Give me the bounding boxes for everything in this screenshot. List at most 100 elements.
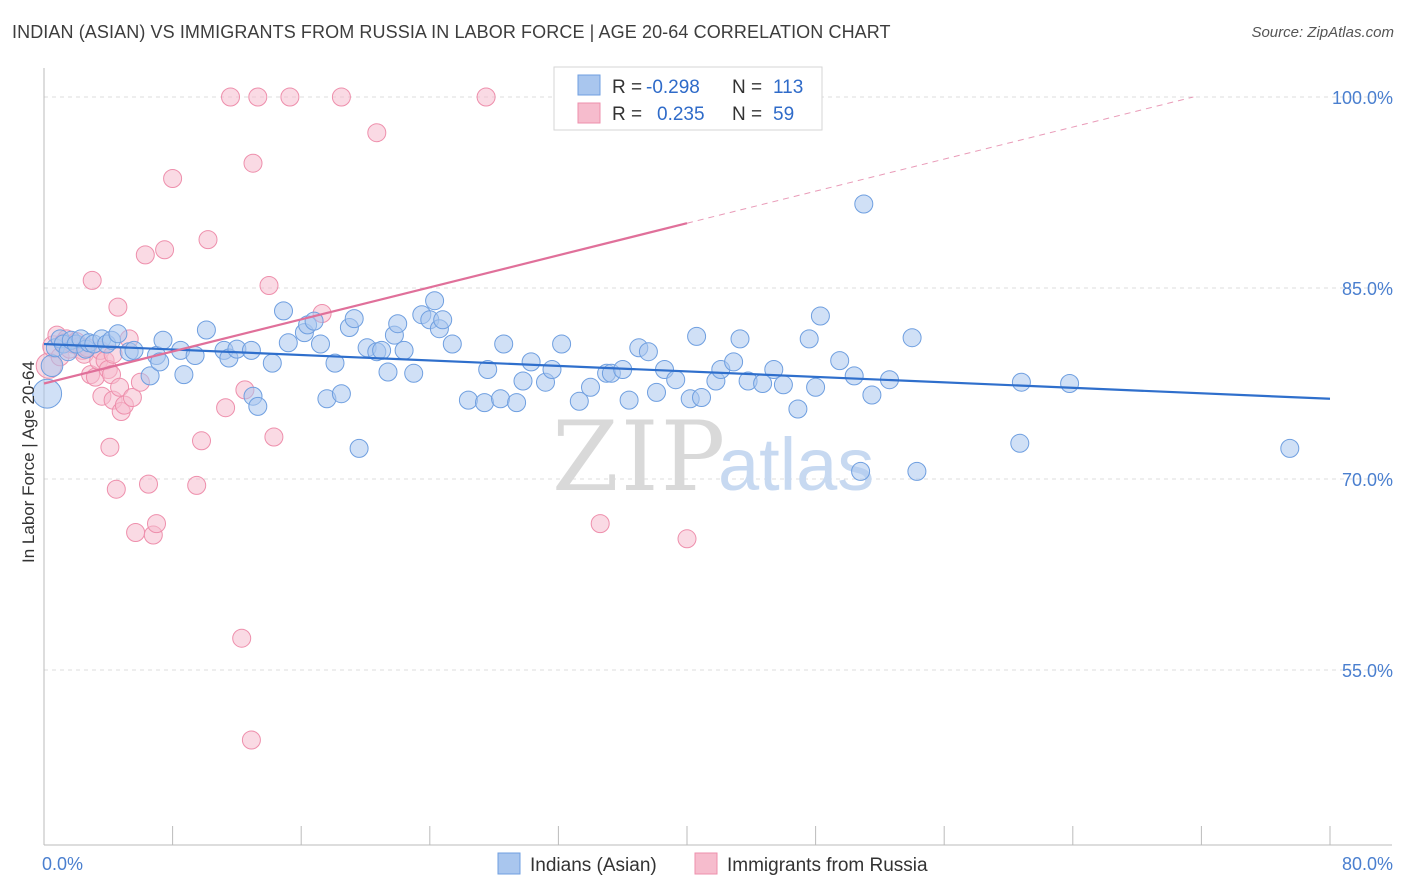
point-immigrants-russia-56 [476, 87, 496, 107]
point-indians-asian-23 [174, 365, 194, 385]
point-immigrants-russia-51 [264, 427, 284, 447]
point-immigrants-russia-34 [135, 245, 155, 265]
watermark: ZIP atlas [552, 401, 874, 513]
point-indians-asian-77 [638, 342, 658, 362]
point-indians-asian-41 [331, 384, 351, 404]
y-axis-title: In Labor Force | Age 20-64 [19, 361, 38, 563]
point-indians-asian-61 [478, 360, 498, 379]
point-immigrants-russia-41 [192, 431, 211, 451]
point-immigrants-russia-58 [677, 529, 697, 549]
point-indians-asian-25 [196, 320, 216, 340]
legend-r-value-2: 0.235 [657, 104, 705, 125]
point-immigrants-russia-35 [139, 474, 158, 494]
legend-r-label-1: R = [612, 77, 642, 98]
point-indians-asian-66 [521, 352, 541, 372]
point-indians-asian-70 [569, 391, 589, 411]
series-legend: Indians (Asian) Immigrants from Russia [497, 852, 928, 876]
point-indians-asian-21 [153, 330, 173, 350]
point-indians-asian-80 [666, 370, 686, 390]
point-indians-asian-106 [1060, 374, 1080, 393]
point-indians-asian-95 [810, 306, 830, 326]
chart-title: INDIAN (ASIAN) VS IMMIGRANTS FROM RUSSIA… [12, 22, 891, 42]
point-indians-asian-59 [458, 390, 478, 410]
point-indians-asian-48 [378, 362, 398, 382]
point-indians-asian-78 [647, 382, 666, 402]
point-indians-asian-100 [862, 385, 882, 405]
trend-line-indians-asian [43, 342, 1331, 400]
point-indians-asian-33 [274, 301, 293, 321]
point-indians-asian-68 [542, 360, 562, 379]
point-indians-asian-34 [278, 333, 298, 353]
tick-label-layer: 100.0% 85.0% 70.0% 55.0% 0.0% 80.0% [42, 88, 1393, 874]
point-indians-asian-18 [140, 366, 160, 386]
point-immigrants-russia-50 [259, 276, 279, 295]
point-immigrants-russia-43 [216, 398, 236, 418]
point-indians-asian-40 [325, 353, 345, 373]
point-immigrants-russia-57 [590, 514, 610, 534]
point-indians-asian-82 [687, 326, 707, 346]
point-indians-asian-47 [372, 340, 392, 360]
point-indians-asian-91 [773, 375, 793, 395]
watermark-zip: ZIP [552, 401, 727, 513]
point-immigrants-russia-42 [198, 230, 218, 250]
source-credit: Source: ZipAtlas.com [1251, 24, 1394, 41]
point-indians-asian-15 [108, 324, 128, 344]
point-immigrants-russia-14 [82, 270, 102, 290]
x-tick-label-1: 80.0% [1342, 854, 1393, 874]
point-immigrants-russia-39 [163, 169, 183, 188]
series-legend-swatch-pink [694, 852, 718, 875]
series-legend-label-pink: Immigrants from Russia [727, 855, 928, 876]
point-indians-asian-62 [491, 389, 510, 409]
point-indians-asian-63 [494, 334, 514, 354]
legend-n-label-1: N = [732, 77, 762, 98]
point-indians-asian-71 [581, 377, 600, 397]
point-indians-asian-87 [730, 329, 750, 349]
legend-swatch-pink [577, 102, 601, 124]
point-immigrants-russia-52 [280, 87, 300, 107]
point-immigrants-russia-38 [155, 240, 175, 260]
point-indians-asian-75 [619, 390, 639, 410]
legend-r-label-2: R = [612, 104, 642, 125]
point-indians-asian-44 [349, 438, 369, 458]
correlation-legend: R = -0.298 N = 113 R = 0.235 N = 59 [553, 66, 823, 131]
point-indians-asian-83 [692, 388, 711, 407]
y-tick-label-2: 70.0% [1342, 470, 1393, 490]
legend-r-value-1: -0.298 [646, 77, 700, 98]
y-tick-label-0: 100.0% [1332, 88, 1393, 108]
trend-layer [43, 96, 1331, 400]
point-immigrants-russia-37 [147, 514, 166, 534]
point-indians-asian-103 [907, 461, 927, 481]
point-indians-asian-32 [262, 353, 282, 373]
point-indians-asian-93 [799, 329, 819, 349]
point-immigrants-russia-49 [248, 87, 268, 107]
point-immigrants-russia-25 [106, 479, 126, 499]
point-indians-asian-51 [394, 340, 414, 360]
legend-swatch-blue [577, 74, 601, 96]
point-indians-asian-31 [248, 396, 268, 416]
point-indians-asian-52 [404, 363, 424, 383]
point-immigrants-russia-47 [241, 730, 261, 750]
point-indians-asian-65 [513, 371, 533, 391]
point-immigrants-russia-44 [221, 87, 240, 107]
point-immigrants-russia-40 [187, 475, 207, 495]
point-indians-asian-1 [40, 354, 64, 378]
point-indians-asian-102 [902, 328, 922, 348]
point-immigrants-russia-32 [126, 523, 146, 542]
point-indians-asian-105 [1011, 372, 1031, 392]
trend-line-immigrants-russia [43, 222, 688, 385]
point-immigrants-russia-26 [108, 297, 128, 317]
legend-n-value-1: 113 [773, 77, 803, 98]
point-immigrants-russia-27 [110, 377, 130, 397]
point-indians-asian-0 [32, 378, 63, 409]
point-indians-asian-57 [433, 310, 453, 330]
series-legend-swatch-blue [497, 852, 521, 875]
y-tick-label-3: 55.0% [1342, 661, 1393, 681]
point-indians-asian-104 [1010, 433, 1030, 453]
point-indians-asian-60 [475, 393, 494, 413]
point-indians-asian-43 [344, 309, 364, 329]
point-indians-asian-64 [507, 393, 527, 413]
x-tick-label-0: 0.0% [42, 854, 83, 874]
point-indians-asian-17 [124, 340, 144, 360]
point-indians-asian-38 [311, 334, 330, 354]
